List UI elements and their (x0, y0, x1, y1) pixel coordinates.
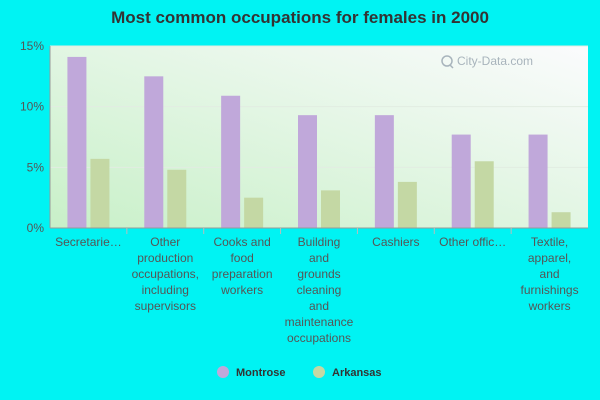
watermark-search-icon (441, 55, 453, 67)
legend-label-arkansas: Arkansas (332, 367, 382, 379)
y-tick-label: 15% (20, 39, 44, 53)
x-category-label: Cooks and food preparation workers (212, 235, 273, 297)
bar-montrose (374, 115, 394, 228)
bar-arkansas (397, 181, 417, 228)
legend-label-montrose: Montrose (236, 367, 286, 379)
y-tick-label: 5% (27, 160, 45, 174)
x-category-label: Other offic… (439, 235, 506, 249)
y-tick-label: 0% (27, 221, 45, 235)
plot-area (50, 46, 588, 228)
bar-montrose (67, 56, 87, 228)
watermark-search-icon-handle (449, 64, 454, 69)
bar-montrose (298, 115, 317, 228)
x-category-label: Building and grounds cleaning and maintenance… (285, 235, 354, 345)
bar-montrose (221, 95, 241, 228)
x-category-label: Other production occupations, including supe… (132, 235, 199, 313)
legend-swatch-montrose (217, 366, 229, 378)
bar-arkansas (551, 212, 571, 228)
bar-arkansas (90, 158, 110, 228)
y-tick-label: 10% (20, 100, 44, 114)
x-category-label: Secretarie… (55, 235, 122, 249)
bar-montrose (528, 134, 548, 228)
bar-arkansas (321, 190, 340, 228)
chart-title: Most common occupations for females in 2… (111, 8, 489, 27)
legend-swatch-arkansas (313, 366, 325, 378)
x-category-label: Textile, apparel, and furnishings workers (521, 235, 579, 313)
bar-montrose (144, 76, 164, 228)
watermark: City-Data.com (441, 54, 533, 69)
bar-montrose (451, 134, 471, 228)
bar-arkansas (474, 161, 494, 228)
watermark-text: City-Data.com (457, 54, 533, 68)
x-category-label: Cashiers (372, 235, 419, 249)
bar-arkansas (244, 197, 264, 228)
bar-arkansas (167, 169, 187, 228)
